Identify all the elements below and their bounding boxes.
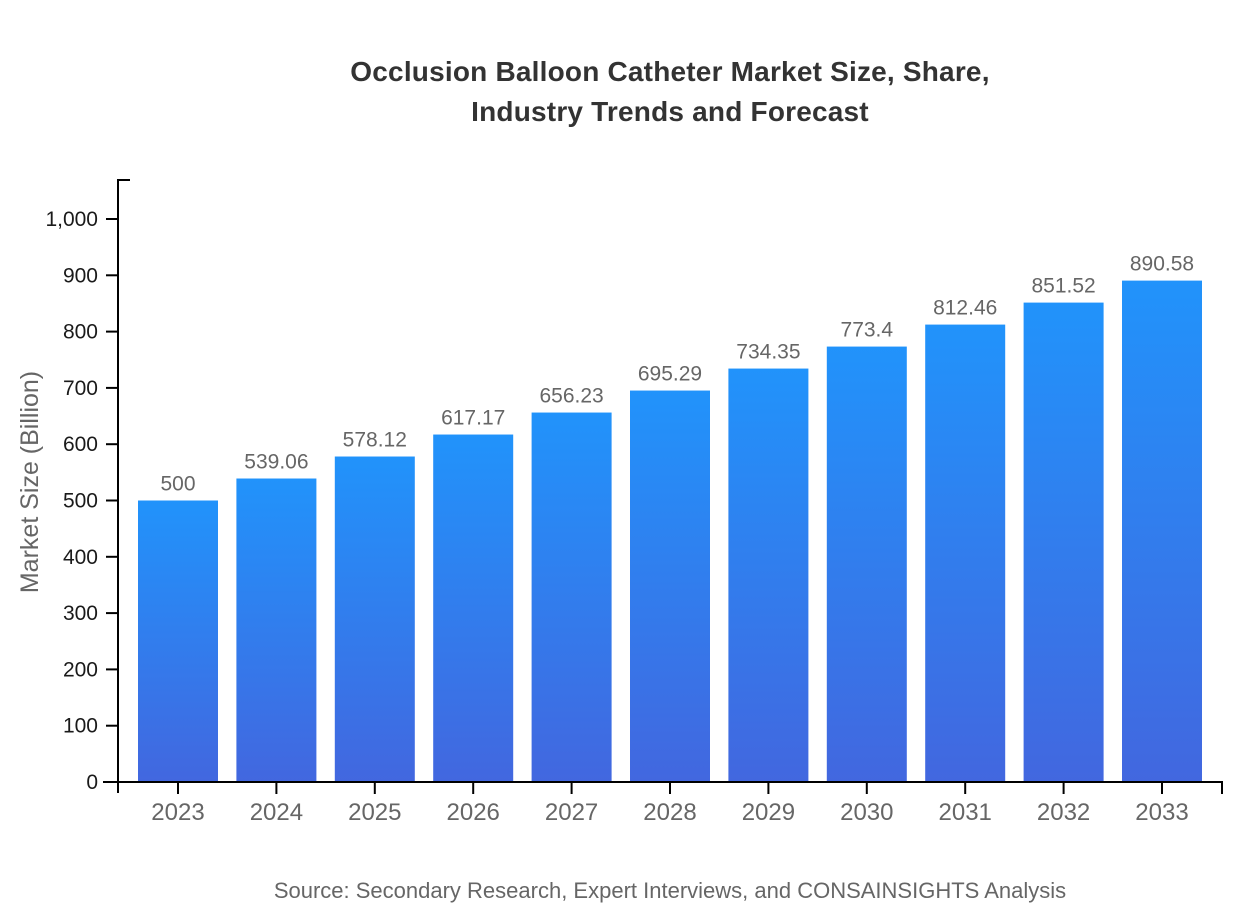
bar-2026 (433, 434, 514, 782)
bar-value-label: 617.17 (441, 407, 505, 430)
bar-2032 (1023, 302, 1104, 782)
bar-2023 (138, 500, 218, 782)
x-tick-label: 2032 (1037, 799, 1090, 826)
y-axis-title: Market Size (Billion) (16, 371, 44, 593)
bar-2028 (630, 390, 710, 782)
x-axis-line (103, 781, 1223, 794)
x-tick-label: 2029 (742, 799, 795, 826)
chart-title-line2: Industry Trends and Forecast (471, 96, 869, 127)
y-tick-label: 100 (63, 715, 98, 738)
x-tick-label: 2027 (545, 799, 598, 826)
y-tick-label: 300 (63, 602, 98, 625)
x-tick-label: 2026 (447, 799, 500, 826)
y-tick-label: 900 (63, 264, 98, 287)
bar-value-label: 500 (160, 473, 195, 496)
bar-value-label: 773.4 (841, 319, 894, 342)
y-tick-label: 800 (63, 321, 98, 344)
x-tick-label: 2031 (939, 799, 992, 826)
bar-2024 (236, 478, 317, 782)
bar-2025 (334, 456, 415, 782)
x-tick-label: 2024 (250, 799, 303, 826)
bar-value-label: 851.52 (1031, 275, 1095, 298)
bar-value-label: 578.12 (343, 429, 407, 452)
bar-value-label: 812.46 (933, 297, 997, 320)
chart-source: Source: Secondary Research, Expert Inter… (273, 878, 1067, 903)
bar-2030 (826, 346, 907, 782)
chart-title: Occlusion Balloon Catheter Market Size, … (80, 52, 1260, 132)
bar-value-label: 734.35 (736, 341, 800, 364)
x-tick-label: 2028 (643, 799, 696, 826)
y-tick-label: 200 (63, 658, 98, 681)
x-tick-label: 2025 (348, 799, 401, 826)
bar-value-label: 890.58 (1130, 253, 1194, 276)
bar-2029 (728, 368, 809, 782)
y-tick-label: 1,000 (45, 208, 98, 231)
bar-2033 (1122, 280, 1202, 782)
y-tick-label: 500 (63, 490, 98, 513)
bar-2031 (925, 324, 1006, 782)
x-tick-label: 2033 (1135, 799, 1188, 826)
chart-title-line1: Occlusion Balloon Catheter Market Size, … (350, 56, 990, 87)
bar-value-label: 656.23 (539, 385, 603, 408)
x-tick-label: 2030 (840, 799, 893, 826)
y-tick-label: 400 (63, 546, 98, 569)
y-tick-label: 0 (86, 771, 98, 794)
bar-value-label: 695.29 (638, 363, 702, 386)
bar-2027 (531, 412, 612, 782)
x-tick-label: 2023 (151, 799, 204, 826)
y-axis-line (117, 179, 130, 793)
bar-value-label: 539.06 (244, 451, 308, 474)
y-tick-label: 600 (63, 433, 98, 456)
y-tick-label: 700 (63, 377, 98, 400)
